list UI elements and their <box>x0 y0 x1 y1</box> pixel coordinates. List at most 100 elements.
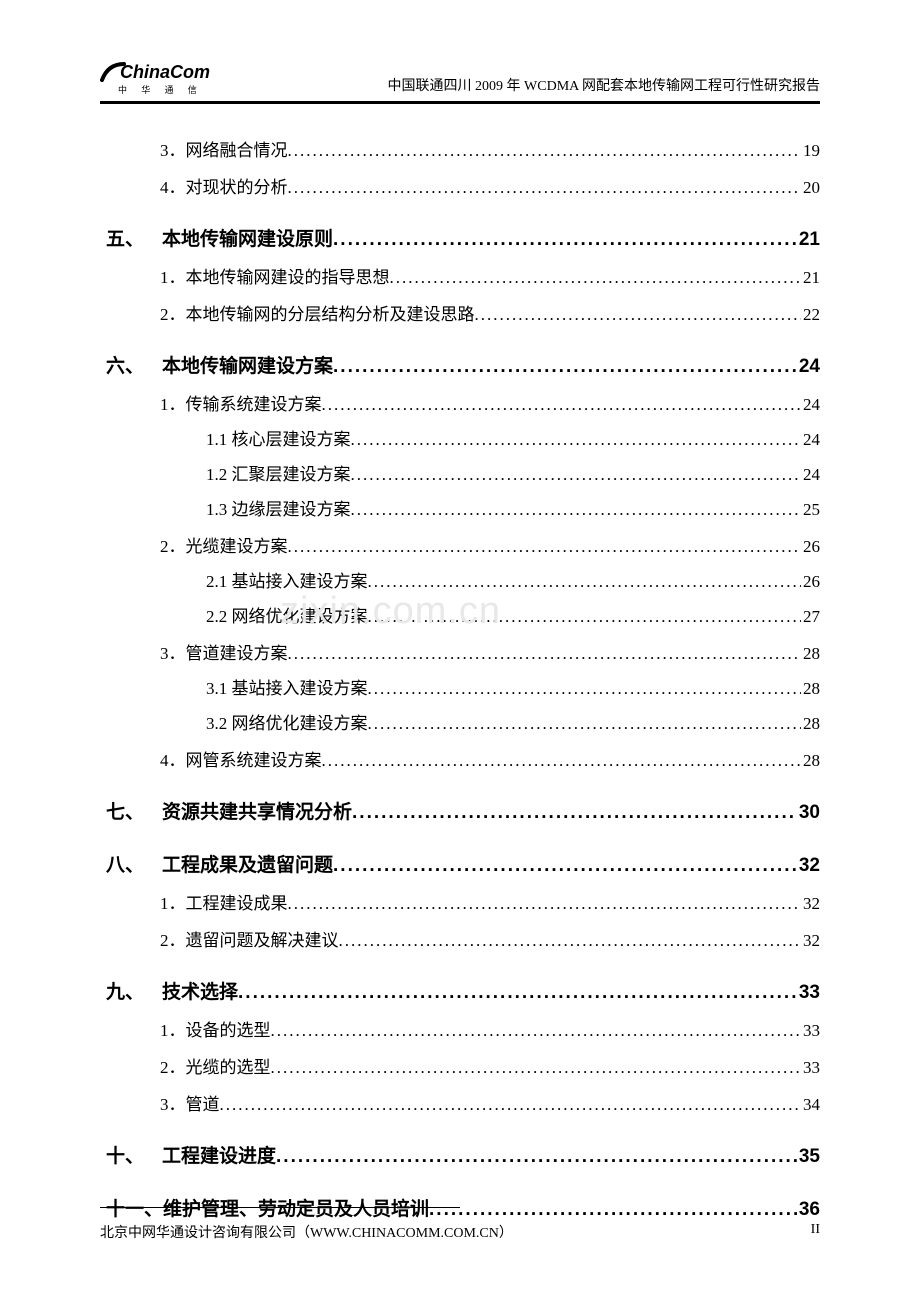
toc-label: 1.2 汇聚层建设方案 <box>206 460 351 485</box>
page-header: ChinaComm 中 华 通 信 中国联通四川 2009 年 WCDMA 网配… <box>100 60 820 104</box>
toc-entry: 4．对现状的分析 20 <box>106 173 820 198</box>
toc-leader <box>351 430 802 450</box>
toc-page-number: 32 <box>801 931 820 951</box>
toc-leader <box>322 751 802 771</box>
logo: ChinaComm 中 华 通 信 <box>100 60 212 95</box>
toc-leader <box>238 982 797 1004</box>
toc-page-number: 24 <box>801 395 820 415</box>
document-title: 中国联通四川 2009 年 WCDMA 网配套本地传输网工程可行性研究报告 <box>388 75 820 95</box>
toc-label: 3．网络融合情况 <box>160 136 288 161</box>
toc-leader <box>339 931 802 951</box>
toc-entry: 1.3 边缘层建设方案 25 <box>106 495 820 520</box>
toc-entry: 1．设备的选型 33 <box>106 1016 820 1041</box>
toc-page-number: 28 <box>801 679 820 699</box>
toc-leader <box>288 644 802 664</box>
toc-page-number: 28 <box>801 644 820 664</box>
toc-label: 2．遗留问题及解决建议 <box>160 926 339 951</box>
toc-label: 3．管道 <box>160 1090 220 1115</box>
toc-page-number: 24 <box>801 465 820 485</box>
toc-leader <box>333 855 797 877</box>
toc-section-title: 资源共建共享情况分析 <box>162 802 352 823</box>
toc-page-number: 34 <box>801 1095 820 1115</box>
toc-entry: 1．工程建设成果 32 <box>106 889 820 914</box>
toc-label: 1.3 边缘层建设方案 <box>206 495 351 520</box>
toc-leader <box>288 141 802 161</box>
toc-label: 1．工程建设成果 <box>160 889 288 914</box>
toc-entry: 2．遗留问题及解决建议 32 <box>106 926 820 951</box>
toc-section-number: 八、 <box>106 850 162 877</box>
toc-leader <box>333 356 797 378</box>
toc-entry: 七、资源共建共享情况分析 30 <box>106 797 820 824</box>
toc-entry: 1.1 核心层建设方案 24 <box>106 425 820 450</box>
toc-section-title: 工程建设进度 <box>162 1146 276 1167</box>
toc-entry: 2.1 基站接入建设方案 26 <box>106 567 820 592</box>
toc-label: 九、技术选择 <box>106 977 238 1004</box>
toc-entry: 2．光缆建设方案 26 <box>106 532 820 557</box>
toc-entry: 3．管道建设方案 28 <box>106 639 820 664</box>
toc-entry: 4．网管系统建设方案 28 <box>106 746 820 771</box>
toc-leader <box>271 1058 802 1078</box>
page-number: II <box>811 1222 820 1242</box>
toc-section-number: 九、 <box>106 977 162 1004</box>
toc-section-number: 十、 <box>106 1141 162 1168</box>
toc-label: 4．网管系统建设方案 <box>160 746 322 771</box>
toc-page-number: 33 <box>801 1021 820 1041</box>
toc-label: 五、本地传输网建设原则 <box>106 224 333 251</box>
toc-entry: 3.2 网络优化建设方案 28 <box>106 709 820 734</box>
toc-label: 1．设备的选型 <box>160 1016 271 1041</box>
toc-label: 2．光缆的选型 <box>160 1053 271 1078</box>
toc-page-number: 32 <box>801 894 820 914</box>
toc-leader <box>368 572 802 592</box>
toc-page-number: 22 <box>801 305 820 325</box>
toc-label: 八、工程成果及遗留问题 <box>106 850 333 877</box>
toc-page-number: 26 <box>801 537 820 557</box>
toc-page-number: 35 <box>797 1146 820 1168</box>
toc-section-title: 技术选择 <box>162 982 238 1003</box>
toc-leader <box>368 679 802 699</box>
toc-label: 2．本地传输网的分层结构分析及建设思路 <box>160 300 475 325</box>
toc-label: 3.1 基站接入建设方案 <box>206 674 368 699</box>
toc-section-number: 六、 <box>106 351 162 378</box>
toc-page-number: 28 <box>801 751 820 771</box>
toc-section-number: 七、 <box>106 797 162 824</box>
toc-label: 4．对现状的分析 <box>160 173 288 198</box>
toc-leader <box>288 537 802 557</box>
toc-entry: 1．本地传输网建设的指导思想 21 <box>106 263 820 288</box>
toc-entry: 2.2 网络优化建设方案 27 <box>106 602 820 627</box>
logo-subtext: 中 华 通 信 <box>100 86 212 95</box>
toc-leader <box>351 500 802 520</box>
toc-label: 3.2 网络优化建设方案 <box>206 709 368 734</box>
toc-label: 1．传输系统建设方案 <box>160 390 322 415</box>
toc-entry: 八、工程成果及遗留问题 32 <box>106 850 820 877</box>
toc-entry: 3．管道 34 <box>106 1090 820 1115</box>
toc-entry: 六、本地传输网建设方案 24 <box>106 351 820 378</box>
logo-arc: ChinaComm <box>100 60 212 84</box>
toc-leader <box>322 395 802 415</box>
toc-label: 六、本地传输网建设方案 <box>106 351 333 378</box>
toc-leader <box>276 1146 797 1168</box>
toc-leader <box>368 714 802 734</box>
toc-page-number: 21 <box>797 229 820 251</box>
toc-page-number: 30 <box>797 802 820 824</box>
toc-label: 3．管道建设方案 <box>160 639 288 664</box>
toc-label: 1．本地传输网建设的指导思想 <box>160 263 390 288</box>
toc-page-number: 28 <box>801 714 820 734</box>
toc-entry: 3．网络融合情况 19 <box>106 136 820 161</box>
toc-label: 十、工程建设进度 <box>106 1141 276 1168</box>
page-footer: 北京中网华通设计咨询有限公司（WWW.CHINACOMM.COM.CN） II <box>100 1207 820 1242</box>
svg-text:ChinaComm: ChinaComm <box>120 62 210 82</box>
toc-leader <box>333 229 797 251</box>
toc-page-number: 20 <box>801 178 820 198</box>
toc-leader <box>475 305 802 325</box>
toc-section-title: 本地传输网建设原则 <box>162 229 333 250</box>
toc-page-number: 24 <box>801 430 820 450</box>
toc-section-title: 本地传输网建设方案 <box>162 356 333 377</box>
toc-page-number: 21 <box>801 268 820 288</box>
table-of-contents: 3．网络融合情况 194．对现状的分析 20五、本地传输网建设原则 211．本地… <box>100 136 820 1221</box>
toc-section-number: 五、 <box>106 224 162 251</box>
toc-page-number: 26 <box>801 572 820 592</box>
toc-entry: 1.2 汇聚层建设方案 24 <box>106 460 820 485</box>
page: ChinaComm 中 华 通 信 中国联通四川 2009 年 WCDMA 网配… <box>0 0 920 1302</box>
toc-page-number: 33 <box>801 1058 820 1078</box>
toc-entry: 九、技术选择 33 <box>106 977 820 1004</box>
